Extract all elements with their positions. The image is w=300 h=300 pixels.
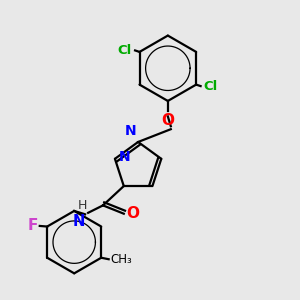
Text: N: N [125,124,136,137]
Text: H: H [77,199,87,212]
Text: O: O [161,113,174,128]
Text: CH₃: CH₃ [110,253,132,266]
Text: F: F [28,218,38,233]
Text: Cl: Cl [118,44,132,57]
Text: O: O [126,206,139,221]
Text: N: N [118,150,130,164]
Text: Cl: Cl [204,80,218,93]
Text: N: N [73,214,85,229]
